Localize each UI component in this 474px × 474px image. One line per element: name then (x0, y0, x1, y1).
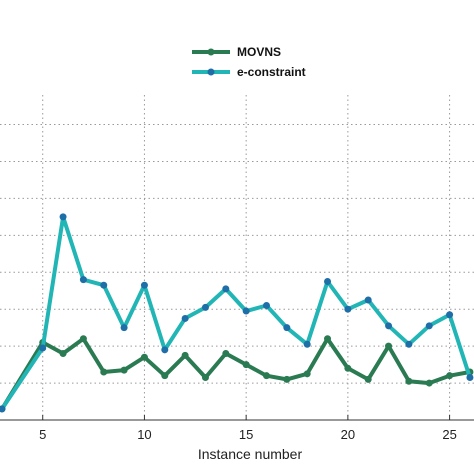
x-tick-label: 20 (341, 427, 355, 442)
data-point-e-constraint (324, 278, 332, 286)
data-point-e-constraint (59, 213, 67, 221)
data-point-e-constraint (344, 305, 352, 313)
data-point-movns (79, 335, 87, 343)
data-point-movns (140, 353, 148, 361)
legend: MOVNS e-constraint (180, 37, 330, 81)
data-point-movns (364, 375, 372, 383)
x-tick-label: 15 (239, 427, 253, 442)
data-point-e-constraint (201, 303, 209, 311)
data-point-movns (405, 377, 413, 385)
legend-label-movns: MOVNS (237, 45, 281, 59)
data-point-movns (283, 375, 291, 383)
legend-marker-e-constraint (207, 68, 215, 76)
data-point-e-constraint (446, 311, 454, 319)
x-tick-label: 10 (137, 427, 151, 442)
data-point-e-constraint (425, 322, 433, 330)
data-point-e-constraint (303, 340, 311, 348)
data-point-movns (100, 368, 108, 376)
data-point-e-constraint (283, 324, 291, 332)
data-point-movns (324, 335, 332, 343)
x-tick-label: 25 (442, 427, 456, 442)
data-point-e-constraint (39, 344, 47, 352)
data-point-e-constraint (79, 276, 87, 284)
data-point-movns (262, 372, 270, 380)
data-point-e-constraint (466, 374, 474, 382)
data-point-e-constraint (222, 285, 230, 293)
legend-marker-movns (207, 48, 215, 56)
x-axis-label: Instance number (198, 446, 303, 462)
series-layer (0, 213, 474, 413)
data-point-movns (344, 364, 352, 372)
x-tick-label: 5 (39, 427, 46, 442)
data-point-e-constraint (140, 281, 148, 289)
data-point-e-constraint (405, 340, 413, 348)
data-point-movns (385, 342, 393, 350)
data-point-e-constraint (385, 322, 393, 330)
data-point-movns (303, 370, 311, 378)
data-point-movns (446, 372, 454, 380)
data-point-movns (222, 350, 230, 358)
data-point-e-constraint (181, 314, 189, 322)
data-point-e-constraint (100, 281, 108, 289)
data-point-e-constraint (242, 307, 250, 315)
legend-label-e-constraint: e-constraint (237, 65, 306, 79)
data-point-movns (59, 350, 67, 358)
data-point-e-constraint (161, 346, 169, 354)
x-axis-ticks: 5 10 15 20 25 (39, 415, 457, 442)
data-point-movns (181, 351, 189, 359)
data-point-movns (120, 366, 128, 374)
data-point-e-constraint (120, 324, 128, 332)
data-point-movns (425, 379, 433, 387)
data-point-e-constraint (262, 302, 270, 310)
data-point-e-constraint (0, 405, 6, 413)
data-point-movns (242, 361, 250, 369)
data-point-movns (161, 372, 169, 380)
data-point-movns (201, 374, 209, 382)
data-point-e-constraint (364, 296, 372, 304)
